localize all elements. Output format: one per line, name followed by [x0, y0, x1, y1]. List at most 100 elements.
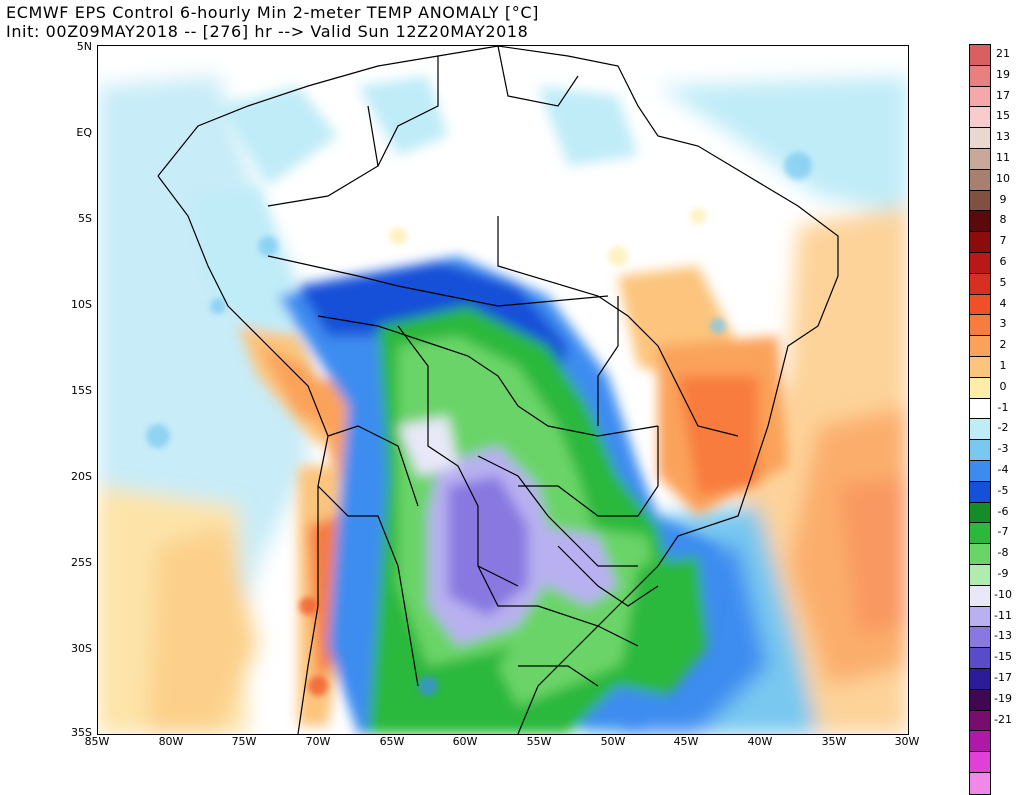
colorbar-label: -9: [997, 567, 1009, 580]
colorbar-label: 7: [999, 234, 1007, 248]
colorbar-label: -21: [994, 712, 1012, 726]
lon-label-40w: 40W: [747, 735, 773, 748]
lon-label-35w: 35W: [821, 735, 847, 748]
colorbar-label: 3: [999, 317, 1007, 331]
lat-label-30s: 30S: [71, 642, 92, 655]
country-borders: [157, 46, 839, 734]
anomaly-field-ocean: [98, 76, 908, 734]
colorbar-label: 1: [999, 359, 1007, 372]
colorbar-swatch: [970, 481, 990, 503]
colorbar-label: 5: [999, 275, 1007, 289]
colorbar-swatch: [970, 668, 990, 690]
colorbar-swatch: [970, 190, 990, 212]
border-pr: [557, 545, 659, 607]
border-mid: [317, 315, 659, 437]
colorbar-label: -6: [997, 504, 1009, 518]
colorbar-label: 9: [999, 192, 1007, 206]
colorbar-swatch: [970, 648, 990, 669]
colorbar-label: -4: [997, 463, 1009, 476]
border-go: [518, 426, 659, 517]
colorbar-swatch: [970, 606, 990, 628]
colorbar-swatch: [970, 315, 990, 337]
colorbar-swatch: [970, 544, 990, 565]
lat-label-10s: 10S: [71, 298, 92, 311]
colorbar-swatch: [970, 294, 990, 316]
colorbar-label: 17: [996, 88, 1010, 102]
lat-label-5s: 5S: [78, 212, 92, 225]
border-sc: [537, 605, 639, 647]
colorbar-swatch: [970, 460, 990, 482]
colorbar-swatch: [970, 211, 990, 233]
border-venezuela: [377, 56, 439, 167]
border-guyana: [497, 46, 579, 107]
colorbar-swatch: [970, 564, 990, 586]
coastline-east: [157, 46, 839, 734]
colorbar-swatch: [970, 419, 990, 441]
colorbar-label: 19: [996, 67, 1010, 81]
colorbar-swatch: [970, 356, 990, 378]
lat-label-25s: 25S: [71, 556, 92, 569]
border-chile-argentina: [317, 485, 419, 687]
colorbar-label: 13: [996, 130, 1010, 144]
colorbar-swatch: [970, 252, 990, 274]
colorbar-label: 6: [999, 255, 1007, 268]
border-ms: [477, 455, 638, 567]
border-pa: [497, 216, 659, 347]
colorbar-swatch: [970, 710, 990, 732]
anomaly-field-land: [188, 76, 788, 734]
colorbar-label: -13: [994, 629, 1012, 643]
lon-label-80w: 80W: [158, 735, 184, 748]
chart-header: ECMWF EPS Control 6-hourly Min 2-meter T…: [6, 3, 539, 41]
lon-label-85w: 85W: [84, 735, 110, 748]
lon-label-55w: 55W: [526, 735, 552, 748]
colorbar-label: -3: [997, 442, 1009, 456]
colorbar-swatch: [970, 86, 990, 108]
lat-label-5n: 5N: [76, 40, 92, 53]
lat-label-20s: 20S: [71, 470, 92, 483]
colorbar-label: 10: [996, 171, 1010, 185]
colorbar-swatch: [970, 169, 990, 191]
colorbar-label: -10: [994, 587, 1012, 601]
colorbar: [969, 44, 991, 795]
colorbar-swatch: [970, 585, 990, 607]
colorbar-swatch: [970, 232, 990, 253]
colorbar-swatch: [970, 398, 990, 420]
colorbar-swatch: [970, 752, 990, 773]
lon-label-65w: 65W: [379, 735, 405, 748]
border-paraguay: [477, 565, 538, 607]
anomaly-map-canvas: [98, 46, 908, 734]
border-peru-bolivia: [327, 425, 419, 507]
colorbar-label: -17: [994, 671, 1012, 684]
lon-label-75w: 75W: [231, 735, 257, 748]
border-north: [267, 255, 609, 307]
colorbar-swatch: [970, 689, 990, 711]
lat-label-15s: 15S: [71, 384, 92, 397]
colorbar-label: 0: [999, 379, 1007, 393]
colorbar-label: -7: [997, 525, 1009, 539]
chart-subtitle: Init: 00Z09MAY2018 -- [276] hr --> Valid…: [6, 22, 529, 41]
colorbar-swatch: [970, 377, 990, 399]
chart-title: ECMWF EPS Control 6-hourly Min 2-meter T…: [6, 3, 539, 22]
colorbar-label: -1: [997, 400, 1009, 414]
lon-label-30w: 30W: [894, 735, 920, 748]
colorbar-swatch: [970, 107, 990, 129]
colorbar-label: -19: [994, 691, 1012, 705]
colorbar-swatch: [970, 627, 990, 649]
border-to: [597, 296, 619, 426]
colorbar-swatch: [970, 502, 990, 524]
colorbar-label: 8: [999, 213, 1007, 227]
colorbar-swatch: [970, 731, 990, 753]
border-ba: [657, 345, 739, 437]
colorbar-label: -5: [997, 483, 1009, 497]
colorbar-label: -11: [994, 608, 1012, 622]
colorbar-label: 4: [999, 296, 1007, 310]
border-rs: [518, 665, 599, 687]
lon-label-60w: 60W: [452, 735, 478, 748]
anomaly-map: [97, 45, 909, 735]
colorbar-swatch: [970, 336, 990, 357]
lon-label-45w: 45W: [673, 735, 699, 748]
lon-label-70w: 70W: [305, 735, 331, 748]
colorbar-label: -15: [994, 650, 1012, 664]
colorbar-swatch: [970, 45, 990, 66]
lat-label-35s: 35S: [71, 726, 92, 739]
